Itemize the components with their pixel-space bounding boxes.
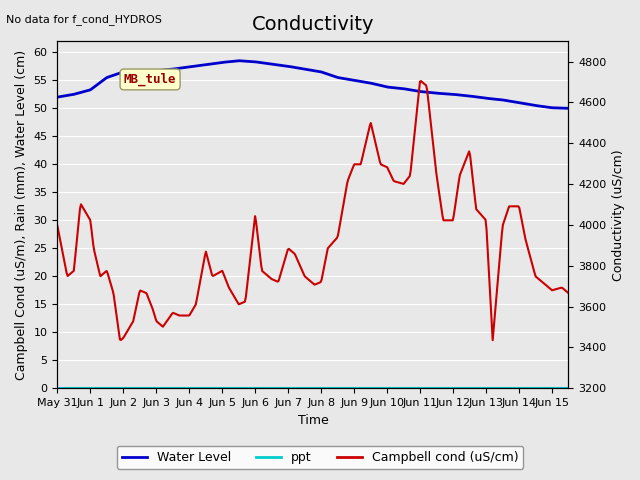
Water Level [376, 83, 384, 88]
Campbell cond (uS/cm) [296, 263, 304, 269]
Water Level [115, 71, 123, 76]
Y-axis label: Conductivity (uS/cm): Conductivity (uS/cm) [612, 149, 625, 280]
Y-axis label: Campbell Cond (uS/m), Rain (mm), Water Level (cm): Campbell Cond (uS/m), Rain (mm), Water L… [15, 49, 28, 380]
X-axis label: Time: Time [298, 414, 328, 427]
Line: Campbell cond (uS/cm): Campbell cond (uS/cm) [58, 81, 568, 340]
Campbell cond (uS/cm) [358, 158, 365, 164]
Campbell cond (uS/cm) [54, 223, 61, 229]
Water Level [54, 94, 61, 100]
Campbell cond (uS/cm) [330, 239, 338, 244]
Title: Conductivity: Conductivity [252, 15, 374, 34]
Campbell cond (uS/cm) [489, 337, 497, 343]
Campbell cond (uS/cm) [564, 290, 572, 296]
Campbell cond (uS/cm) [300, 270, 307, 276]
Line: Water Level: Water Level [58, 61, 568, 108]
Campbell cond (uS/cm) [554, 286, 562, 291]
Text: No data for f_cond_HYDROS: No data for f_cond_HYDROS [6, 14, 163, 25]
ppt [152, 385, 159, 391]
Campbell cond (uS/cm) [417, 78, 425, 84]
Water Level [426, 90, 434, 96]
Text: MB_tule: MB_tule [124, 73, 177, 86]
ppt [358, 385, 366, 391]
Water Level [424, 89, 431, 95]
Legend: Water Level, ppt, Campbell cond (uS/cm): Water Level, ppt, Campbell cond (uS/cm) [116, 446, 524, 469]
Water Level [257, 60, 265, 65]
ppt [317, 385, 324, 391]
ppt [54, 385, 61, 391]
Water Level [564, 106, 572, 111]
Water Level [236, 58, 243, 64]
ppt [564, 385, 572, 391]
Campbell cond (uS/cm) [474, 207, 481, 213]
ppt [524, 385, 531, 391]
Water Level [220, 60, 228, 65]
ppt [172, 385, 180, 391]
ppt [539, 385, 547, 391]
